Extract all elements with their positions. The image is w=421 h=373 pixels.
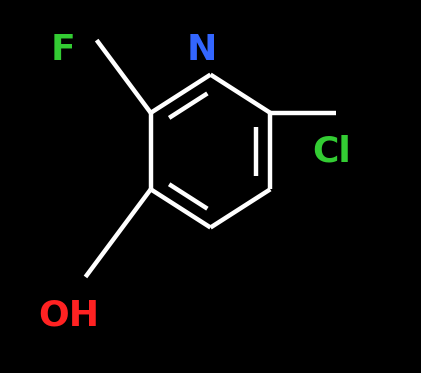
Text: OH: OH xyxy=(38,298,99,332)
Text: F: F xyxy=(51,33,75,68)
FancyBboxPatch shape xyxy=(313,138,350,164)
Text: Cl: Cl xyxy=(312,134,351,168)
Text: N: N xyxy=(187,33,218,68)
FancyBboxPatch shape xyxy=(52,37,75,63)
FancyBboxPatch shape xyxy=(48,302,89,328)
FancyBboxPatch shape xyxy=(189,37,216,63)
